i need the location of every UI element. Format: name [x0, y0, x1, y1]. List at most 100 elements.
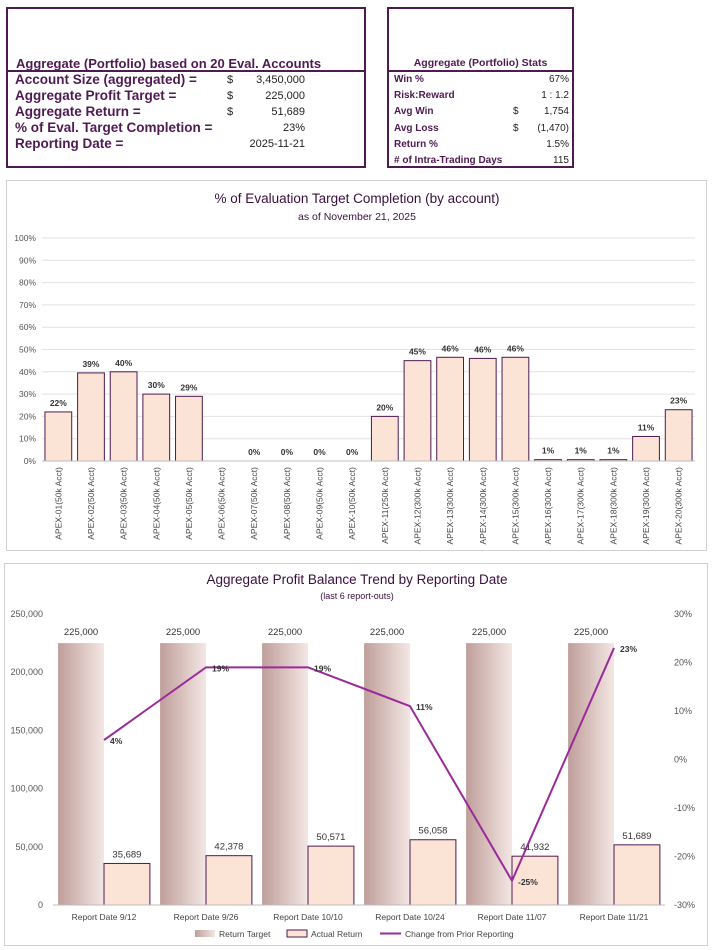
y-tick-label: 20% [19, 411, 36, 421]
summary-row-label: Account Size (aggregated) = [15, 72, 197, 87]
x-tick-label: Report Date 9/12 [72, 912, 137, 922]
x-tick-label: APEX-10(50k Acct) [347, 467, 357, 540]
x-tick-label: Report Date 9/26 [174, 912, 239, 922]
data-label: 46% [442, 343, 459, 353]
summary-row-label: Reporting Date = [15, 136, 124, 151]
chart-subtitle: as of November 21, 2025 [298, 211, 416, 223]
stats-row-label: Avg Loss [394, 122, 439, 134]
y-tick-label: 80% [19, 278, 36, 288]
target-label: 225,000 [268, 627, 302, 638]
summary-row-value: 51,689 [271, 106, 305, 118]
data-label: 1% [607, 446, 620, 456]
data-label: 0% [281, 447, 294, 457]
change-label: 23% [620, 644, 637, 654]
y-tick-label: 90% [19, 255, 36, 265]
chart-title: Aggregate Profit Balance Trend by Report… [207, 572, 508, 587]
completion-bar [403, 360, 432, 462]
completion-bar [370, 415, 399, 462]
completion-bar [44, 411, 73, 462]
x-tick-label: APEX-16(300k Acct) [543, 467, 553, 545]
y-tick-label: 150,000 [10, 725, 43, 735]
completion-bar [501, 356, 530, 462]
x-tick-label: APEX-12(300k Acct) [412, 467, 422, 545]
data-label: 29% [180, 382, 197, 392]
portfolio-summary-box: Aggregate (Portfolio) based on 20 Eval. … [6, 7, 366, 168]
legend-target: Return Target [219, 929, 271, 939]
target-bar [262, 643, 308, 905]
x-tick-label: APEX-19(300k Acct) [641, 467, 651, 545]
data-label: 46% [507, 343, 524, 353]
stats-row-value: 1,754 [543, 106, 569, 118]
summary-row: Aggregate Return = $51,689 [8, 104, 364, 120]
legend-swatch-actual [286, 929, 308, 938]
summary-row-label: % of Eval. Target Completion = [15, 120, 213, 135]
data-label: 0% [313, 447, 326, 457]
target-bar [160, 643, 206, 905]
summary-row-value: 3,450,000 [256, 74, 305, 86]
x-tick-label: APEX-14(300k Acct) [478, 467, 488, 545]
x-tick-label: APEX-04(50k Acct) [151, 467, 161, 540]
summary-divider [8, 70, 364, 72]
summary-row: Aggregate Profit Target = $225,000 [8, 88, 364, 104]
x-tick-label: APEX-03(50k Acct) [119, 467, 129, 540]
completion-chart: % of Evaluation Target Completion (by ac… [6, 180, 707, 551]
data-label: 46% [474, 344, 491, 354]
y-tick-label: 60% [19, 322, 36, 332]
stats-row-currency: $ [513, 106, 519, 118]
completion-bar [468, 357, 497, 462]
y2-tick-label: 20% [674, 658, 692, 668]
y-tick-label: 100% [14, 233, 36, 243]
y2-tick-label: 30% [674, 609, 692, 619]
data-label: 45% [409, 347, 426, 357]
change-line [103, 647, 615, 883]
change-label: 11% [416, 702, 433, 712]
data-label: 23% [670, 396, 687, 406]
completion-bar [632, 435, 660, 462]
actual-bar [307, 845, 355, 906]
x-tick-label: APEX-08(50k Acct) [282, 467, 292, 540]
completion-bar [175, 395, 203, 462]
stats-row-label: Return % [394, 138, 438, 150]
y-tick-label: 250,000 [10, 609, 43, 619]
stats-row: Return % 1.5% [389, 139, 572, 155]
x-tick-label: Report Date 10/10 [273, 912, 343, 922]
x-tick-label: APEX-13(300k Acct) [445, 467, 455, 545]
target-bar [466, 643, 512, 905]
data-label: 39% [82, 359, 99, 369]
y-tick-label: 200,000 [10, 667, 43, 677]
target-bar [364, 643, 410, 905]
x-tick-label: APEX-17(300k Acct) [576, 467, 586, 545]
stats-row-currency: $ [513, 122, 519, 134]
change-label: -25% [518, 877, 538, 887]
x-tick-label: Report Date 11/21 [580, 912, 649, 922]
x-tick-label: APEX-11(250k Acct) [380, 467, 390, 544]
y2-tick-label: -10% [674, 803, 695, 813]
y-tick-label: 50,000 [15, 842, 43, 852]
change-label: 19% [314, 663, 331, 673]
summary-row-currency: $ [227, 74, 234, 86]
change-label: 19% [212, 663, 229, 673]
data-label: 22% [50, 398, 67, 408]
x-tick-label: APEX-02(50k Acct) [86, 467, 96, 540]
summary-row-value: 225,000 [265, 90, 305, 102]
actual-label: 56,058 [418, 826, 447, 837]
target-label: 225,000 [472, 627, 506, 638]
stats-row-value: 67% [548, 74, 569, 85]
stats-title: Aggregate (Portfolio) Stats [413, 57, 548, 69]
x-tick-label: Report Date 10/24 [375, 912, 445, 922]
stats-row-value: 115 [553, 155, 569, 166]
actual-bar [205, 855, 253, 906]
x-tick-label: APEX-18(300k Acct) [608, 467, 618, 545]
actual-label: 35,689 [112, 849, 141, 860]
actual-bar [409, 839, 457, 906]
x-tick-label: APEX-05(50k Acct) [184, 467, 194, 540]
stats-row-value: 1 : 1.2 [541, 90, 569, 102]
stats-row-label: # of Intra-Trading Days [394, 155, 503, 166]
summary-row-value: 23% [282, 122, 305, 134]
y-tick-label: 0 [38, 900, 43, 910]
completion-chart-svg: % of Evaluation Target Completion (by ac… [14, 191, 695, 545]
actual-label: 42,378 [214, 842, 243, 853]
actual-bar [613, 844, 661, 906]
summary-row: Account Size (aggregated) = $3,450,000 [8, 72, 364, 88]
completion-bar [142, 393, 171, 462]
